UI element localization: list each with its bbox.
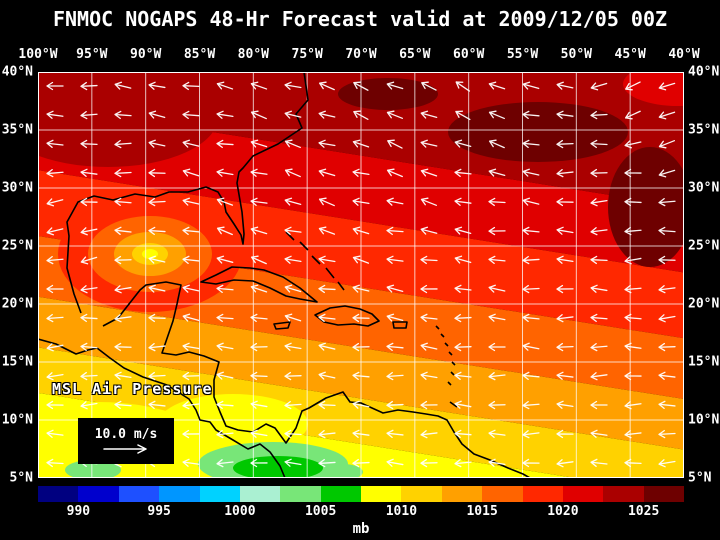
colorbar-segment [280, 486, 321, 502]
lat-label: 30°N [688, 180, 720, 196]
lon-label: 100°W [18, 47, 58, 62]
lon-label: 75°W [291, 47, 323, 62]
colorbar-segment [118, 486, 160, 502]
colorbar-tick: 995 [147, 504, 171, 519]
lon-label: 55°W [506, 47, 539, 62]
lon-label: 60°W [453, 47, 485, 62]
wind-scale-legend: 10.0 m/s [78, 418, 174, 464]
wind-scale-value: 10.0 m/s [94, 427, 158, 442]
lat-label: 5°N [688, 470, 712, 486]
colorbar-segment [199, 486, 240, 502]
colorbar-segment [643, 486, 684, 502]
map-border [38, 72, 684, 478]
lat-label: 10°N [1, 412, 33, 428]
lat-label: 10°N [688, 412, 720, 428]
lat-axis-right: 40°N 35°N 30°N 25°N 20°N 15°N 10°N 5°N [687, 65, 720, 486]
latlon-grid [38, 72, 684, 478]
colorbar-tick: 990 [66, 504, 91, 519]
colorbar-tick: 1015 [466, 504, 498, 519]
lat-label: 20°N [688, 296, 720, 312]
lon-axis-top: 100°W 95°W 90°W 85°W 80°W 75°W 70°W 65°W 60°W 55°… [18, 47, 699, 63]
colorbar-segment [320, 486, 361, 502]
colorbar-segment [603, 486, 644, 502]
lat-label: 5°N [9, 470, 33, 486]
lon-label: 70°W [345, 47, 377, 62]
colorbar-segment [38, 486, 79, 502]
lon-label: 95°W [76, 47, 108, 62]
colorbar-tick: 1005 [304, 504, 337, 519]
lat-label: 15°N [688, 354, 720, 370]
colorbar-segment [401, 486, 442, 502]
lon-label: 85°W [183, 47, 216, 62]
lon-label: 50°W [560, 47, 592, 62]
pressure-map: MSL Air Pressure 10.0 m/s [38, 72, 684, 478]
colorbar-segment [482, 486, 523, 502]
lon-label: 80°W [237, 47, 269, 62]
colorbar-ticks: 990 995 1000 1005 1010 1015 1020 1025 [38, 504, 684, 519]
lon-label: 65°W [399, 47, 431, 62]
colorbar-segment [562, 486, 604, 502]
wind-vectors [46, 81, 676, 468]
lat-axis-left: 40°N 35°N 30°N 25°N 20°N 15°N 10°N 5°N [0, 65, 36, 486]
colorbar-segment [522, 486, 563, 502]
lat-label: 35°N [1, 122, 33, 138]
colorbar [38, 486, 684, 502]
colorbar-segment [78, 486, 119, 502]
lon-label: 90°W [130, 47, 162, 62]
lat-label: 25°N [688, 238, 720, 254]
lon-label: 45°W [614, 47, 646, 62]
lon-label: 40°W [668, 47, 700, 62]
colorbar-segment [239, 486, 281, 502]
colorbar-unit: mb [352, 521, 370, 537]
colorbar-tick: 1000 [224, 504, 256, 519]
lat-label: 20°N [1, 296, 33, 312]
page-title: FNMOC NOGAPS 48-Hr Forecast valid at 200… [52, 7, 668, 31]
lat-label: 35°N [688, 122, 720, 138]
lat-label: 40°N [1, 64, 33, 80]
colorbar-segment [159, 486, 200, 502]
lat-label: 25°N [1, 238, 33, 254]
lat-label: 15°N [1, 354, 33, 370]
lat-label: 40°N [688, 64, 720, 80]
colorbar-segment [361, 486, 402, 502]
colorbar-tick: 1025 [627, 504, 660, 519]
wind-scale-arrow-icon [103, 444, 147, 454]
colorbar-segment [441, 486, 483, 502]
field-label: MSL Air Pressure [52, 380, 213, 398]
colorbar-tick: 1010 [385, 504, 418, 519]
lat-label: 30°N [1, 180, 33, 196]
colorbar-tick: 1020 [547, 504, 579, 519]
